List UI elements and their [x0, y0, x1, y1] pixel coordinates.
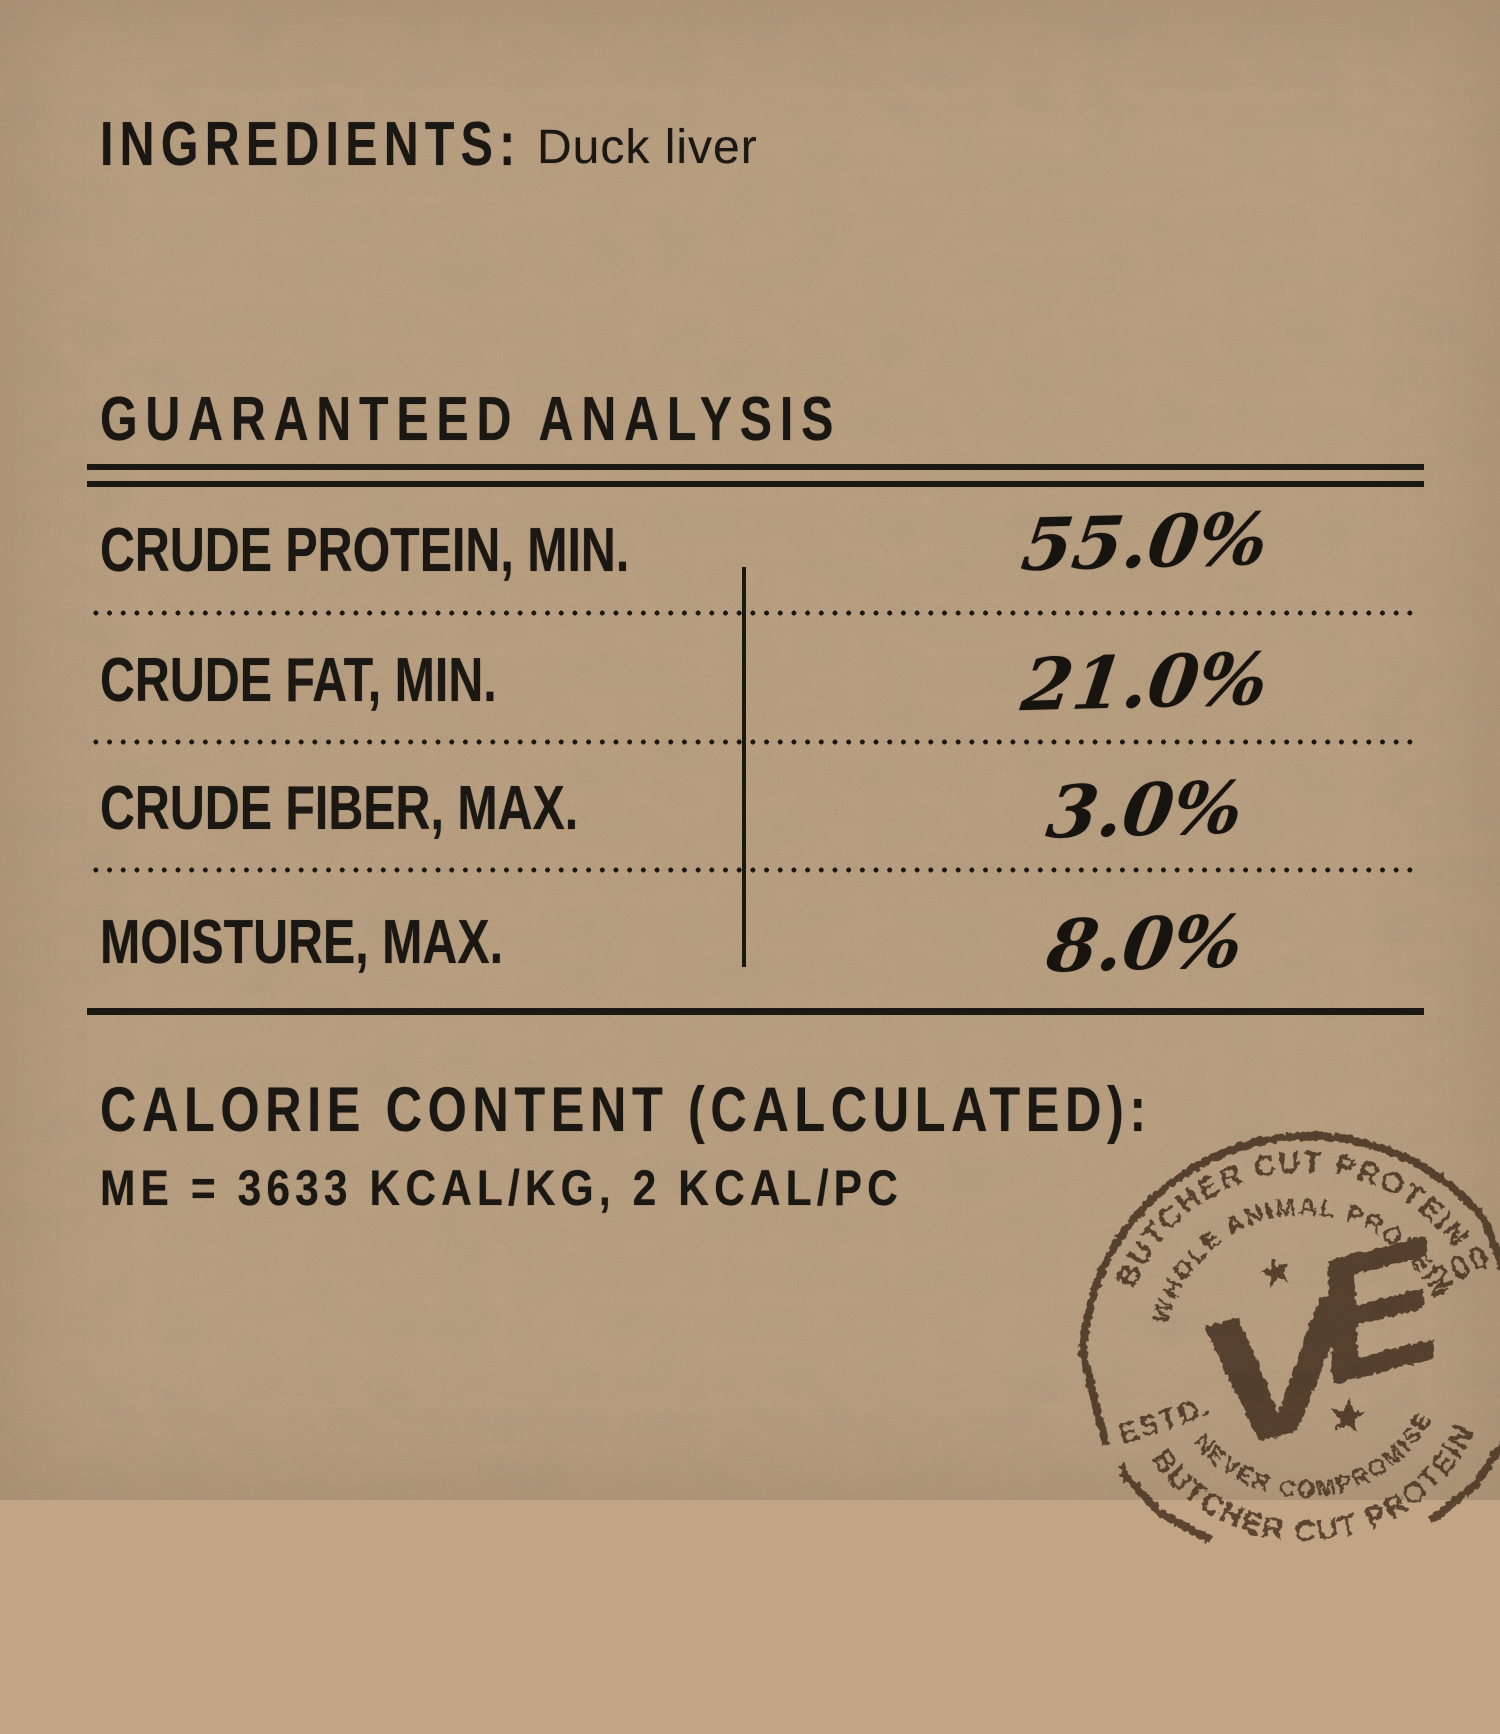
- row-value-crude-fat: 21.0%: [1017, 635, 1274, 728]
- table-column-divider: [742, 567, 746, 967]
- row-label-moisture: MOISTURE, MAX.: [100, 908, 504, 977]
- row-value-crude-protein: 55.0%: [1017, 495, 1274, 588]
- row-value-crude-fiber: 3.0%: [1042, 764, 1248, 855]
- calorie-content-value: ME = 3633 KCAL/KG, 2 KCAL/PC: [100, 1160, 903, 1216]
- stamp-dot: [1119, 1462, 1127, 1470]
- row-separator-dotted: [89, 610, 1413, 616]
- row-value-moisture: 8.0%: [1042, 898, 1248, 989]
- row-label-crude-fiber: CRUDE FIBER, MAX.: [100, 774, 579, 843]
- brand-stamp: BUTCHER CUT PROTEIN WHOLE ANIMAL PROTEIN…: [1079, 1131, 1500, 1562]
- ingredients-heading: INGREDIENTS:: [100, 110, 522, 179]
- double-rule: [87, 464, 1424, 487]
- row-separator-dotted: [89, 867, 1413, 873]
- row-label-crude-protein: CRUDE PROTEIN, MIN.: [100, 516, 630, 585]
- ingredients-value: Duck liver: [537, 121, 758, 174]
- row-separator-dotted: [89, 739, 1413, 745]
- guaranteed-analysis-title: GUARANTEED ANALYSIS: [100, 385, 842, 454]
- row-label-crude-fat: CRUDE FAT, MIN.: [100, 646, 497, 715]
